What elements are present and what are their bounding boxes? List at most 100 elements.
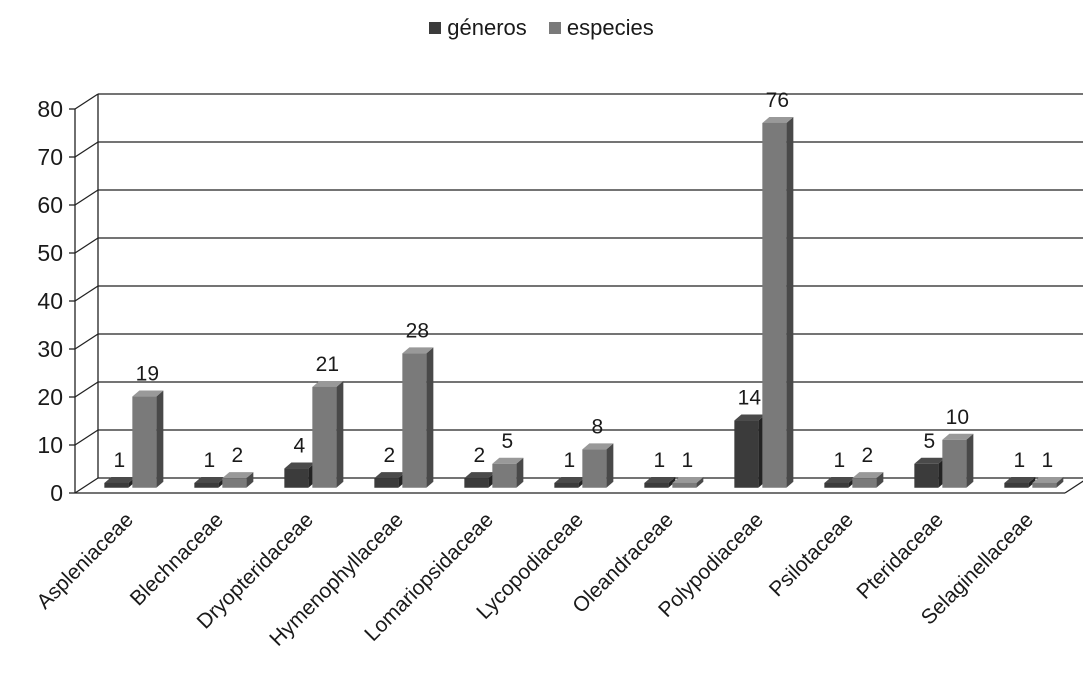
data-label-especies-Aspleniaceae: 19: [136, 363, 159, 386]
y-tick-label-80: 80: [37, 96, 63, 122]
bar-front: [942, 439, 967, 488]
y-tick-label-40: 40: [37, 288, 63, 314]
bar-front: [824, 482, 849, 488]
bar-side: [1028, 476, 1036, 488]
data-label-géneros-Lycopodiaceae: 1: [564, 449, 576, 472]
bar-side: [426, 347, 434, 488]
bar-front: [734, 420, 759, 488]
bar-top: [824, 476, 856, 483]
bar-especies-Polypodiaceae: [762, 116, 794, 488]
data-label-especies-Lomariopsidaceae: 5: [502, 430, 514, 453]
data-label-especies-Blechnaceae: 2: [232, 444, 244, 467]
x-tick-label-Blechnaceae: Blechnaceae: [126, 508, 228, 610]
bar-top: [672, 476, 704, 483]
bar-side: [1056, 476, 1064, 488]
bar-top: [762, 116, 794, 123]
bar-side: [156, 390, 164, 488]
bar-front: [582, 449, 607, 488]
bar-front: [644, 482, 669, 488]
bar-géneros-Lomariopsidaceae: [464, 472, 496, 488]
bar-géneros-Oleandraceae: [644, 476, 676, 488]
y-tick-label-0: 0: [50, 480, 63, 506]
bar-side: [786, 116, 794, 488]
data-label-géneros-Oleandraceae: 1: [654, 449, 666, 472]
data-label-géneros-Lomariopsidaceae: 2: [474, 444, 486, 467]
bar-side: [876, 472, 884, 488]
gridline-side-70: [74, 141, 99, 158]
bar-top: [374, 472, 406, 479]
data-label-géneros-Selaginellaceae: 1: [1014, 449, 1026, 472]
bar-top: [644, 476, 676, 483]
legend-swatch-generos: [429, 22, 442, 34]
gridline-side-0: [74, 477, 99, 494]
bar-side: [696, 476, 704, 488]
legend-item-especies: especies: [548, 15, 654, 41]
bar-top: [942, 433, 974, 440]
data-label-géneros-Psilotaceae: 1: [834, 449, 846, 472]
bar-top: [852, 472, 884, 479]
bar-front: [464, 478, 489, 488]
data-label-especies-Pteridaceae: 10: [946, 406, 969, 429]
bar-front: [852, 478, 877, 488]
bar-side: [606, 443, 614, 488]
gridline-side-30: [74, 333, 99, 350]
bar-side: [516, 457, 524, 488]
bar-front: [672, 482, 697, 488]
gridline-side-40: [74, 285, 99, 302]
gridline-side-60: [74, 189, 99, 206]
bar-front: [374, 478, 399, 488]
bar-side: [336, 380, 344, 488]
bar-front: [402, 353, 427, 488]
bar-top: [1032, 476, 1064, 483]
legend-swatch-especies: [548, 22, 561, 34]
x-tick-label-Psilotaceae: Psilotaceae: [765, 508, 858, 601]
y-tick-label-60: 60: [37, 192, 63, 218]
bar-géneros-Pteridaceae: [914, 457, 946, 488]
bar-top: [1004, 476, 1036, 483]
bar-top: [222, 472, 254, 479]
bar-especies-Lomariopsidaceae: [492, 457, 524, 488]
data-label-géneros-Hymenophyllaceae: 2: [384, 444, 396, 467]
bar-front: [914, 463, 939, 488]
y-tick-label-30: 30: [37, 336, 63, 362]
y-tick-label-10: 10: [37, 432, 63, 458]
bar-top: [914, 457, 946, 464]
data-label-especies-Lycopodiaceae: 8: [592, 415, 604, 438]
bar-front: [492, 463, 517, 488]
legend-label-especies: especies: [566, 15, 654, 40]
data-label-géneros-Aspleniaceae: 1: [114, 449, 126, 472]
bar-top: [582, 443, 614, 450]
bar-side: [668, 476, 676, 488]
bar-top: [284, 462, 316, 469]
bar-top: [402, 347, 434, 354]
data-label-especies-Selaginellaceae: 1: [1042, 449, 1054, 472]
bar-top: [554, 476, 586, 483]
bar-géneros-Dryopteridaceae: [284, 462, 316, 488]
bar-especies-Lycopodiaceae: [582, 443, 614, 488]
bar-front: [194, 482, 219, 488]
bar-especies-Dryopteridaceae: [312, 380, 344, 488]
bar-top: [104, 476, 136, 483]
bar-especies-Blechnaceae: [222, 472, 254, 488]
gridline-side-80: [74, 93, 99, 110]
bar-especies-Pteridaceae: [942, 433, 974, 488]
x-tick-label-Aspleniaceae: Aspleniaceae: [32, 508, 137, 613]
bar-top: [464, 472, 496, 479]
bar-géneros-Polypodiaceae: [734, 414, 766, 488]
data-label-géneros-Polypodiaceae: 14: [738, 387, 762, 410]
bar-front: [284, 468, 309, 488]
bar-front: [104, 482, 129, 488]
bar-side: [966, 433, 974, 488]
bar-géneros-Selaginellaceae: [1004, 476, 1036, 488]
bar-front: [222, 478, 247, 488]
chart-legend: géneros especies: [0, 14, 1083, 41]
bar-front: [1032, 482, 1057, 488]
bar-top: [734, 414, 766, 421]
bar-front: [554, 482, 579, 488]
bar-top: [492, 457, 524, 464]
bar-top: [312, 380, 344, 387]
bar-front: [312, 386, 337, 488]
data-label-especies-Psilotaceae: 2: [862, 444, 874, 467]
data-label-especies-Dryopteridaceae: 21: [316, 353, 339, 376]
